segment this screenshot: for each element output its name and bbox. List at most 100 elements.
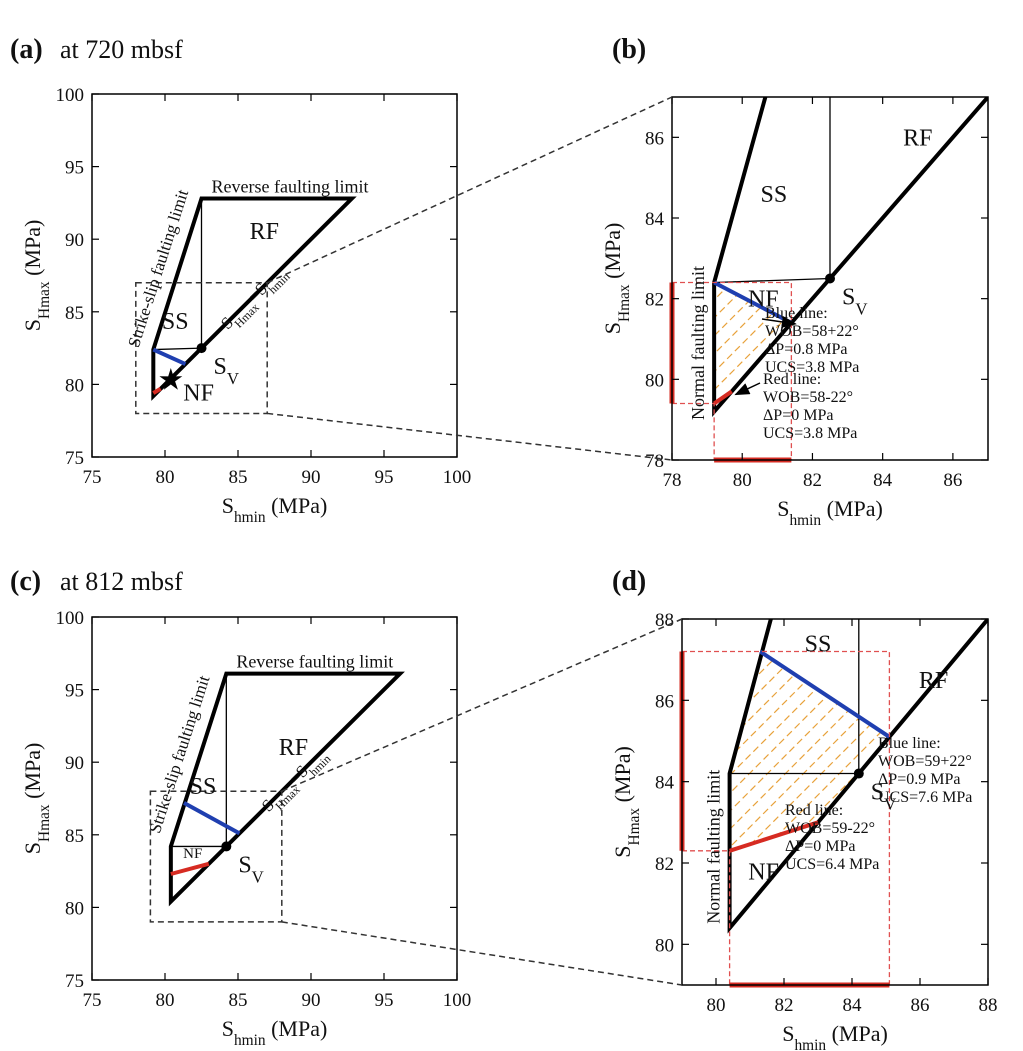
hatch-line xyxy=(714,282,720,404)
panel-b-x-axis-label: Shmin (MPa) xyxy=(777,496,883,529)
panel-b-sv-point xyxy=(825,273,835,284)
panel-a-y-axis-label: SHmax (MPa) xyxy=(20,220,53,332)
hatch-line xyxy=(714,282,792,404)
x-tick-label: 100 xyxy=(443,990,472,1011)
panel-b-frame xyxy=(671,96,989,461)
x-tick-label: 85 xyxy=(229,467,248,488)
panel-b-red-annotation-line: Red line: xyxy=(763,371,821,388)
y-tick-label: 85 xyxy=(65,826,84,847)
panel-b-blue-annotation-line: WOB=58+22° xyxy=(765,323,859,340)
panel-b-normal-limit-label: Normal faulting limit xyxy=(688,266,708,420)
panel-b-red-line xyxy=(712,389,733,406)
hatch-line xyxy=(729,651,890,851)
hatch-line xyxy=(714,282,792,404)
y-tick-label: 82 xyxy=(655,854,674,875)
panel-a-diagonal-label: SHmax=Shmin xyxy=(217,262,293,338)
hatch-line xyxy=(842,97,1023,460)
panel-d-red-annotation-line: WOB=59-22° xyxy=(785,820,875,837)
panel-d-x-axis-label: Shmin (MPa) xyxy=(782,1021,888,1051)
panel-d-blue-annotation-line: ΔP=0.9 MPa xyxy=(878,771,960,788)
y-tick-label: 80 xyxy=(65,375,84,396)
panel-d-red-annotation-line: Red line: xyxy=(785,802,843,819)
x-tick-label: 75 xyxy=(83,467,102,488)
panel-d-stress-polygon xyxy=(727,619,988,934)
panel-b-red-annotation-line: WOB=58-22° xyxy=(763,389,853,406)
panel-c-subtitle: at 812 mbsf xyxy=(60,567,183,596)
hatch-line xyxy=(986,97,1023,460)
y-tick-label: 100 xyxy=(56,85,85,106)
hatch-line xyxy=(1004,97,1023,460)
y-tick-label: 95 xyxy=(65,681,84,702)
connector-a-b-top xyxy=(266,96,673,284)
hatch-line xyxy=(729,651,890,851)
region-label-nf: NF xyxy=(183,846,202,862)
connector-a-b-bottom xyxy=(267,412,673,461)
panel-d-blue-annotation-line: Blue line: xyxy=(878,735,941,752)
panel-a-star-icon xyxy=(159,368,183,390)
y-tick-label: 95 xyxy=(65,158,84,179)
x-tick-label: 82 xyxy=(803,470,822,491)
x-tick-label: 95 xyxy=(375,990,394,1011)
x-tick-label: 85 xyxy=(229,990,248,1011)
y-tick-label: 88 xyxy=(655,610,674,631)
panel-b: 78 80 82 84 86 78 80 82 84 86 Shmin (MPa) SHmax (MP… xyxy=(600,96,1023,529)
panel-d-red-annotation-line: ΔP=0 MPa xyxy=(785,838,855,855)
hatch-line xyxy=(729,651,833,851)
panel-c-strike-limit-label: Strike-slip faulting limit xyxy=(145,673,213,836)
y-tick-label: 80 xyxy=(645,370,664,391)
y-tick-label: 100 xyxy=(56,608,85,629)
panel-b-red-annotation-line: UCS=3.8 MPa xyxy=(763,425,857,442)
panel-c-stress-polygon xyxy=(168,671,405,907)
y-tick-label: 80 xyxy=(655,935,674,956)
panel-a-reverse-limit-label: Reverse faulting limit xyxy=(212,177,369,197)
connector-c-d-bottom xyxy=(281,921,683,986)
hatch-line xyxy=(932,97,1023,460)
x-tick-label: 90 xyxy=(302,467,321,488)
hatch-line xyxy=(729,651,743,851)
y-tick-label: 75 xyxy=(65,971,84,992)
panel-b-blue-annotation-line: Blue line: xyxy=(765,305,828,322)
hatch-line xyxy=(714,282,792,404)
y-tick-label: 82 xyxy=(645,290,664,311)
region-label-rf: RF xyxy=(919,668,948,694)
panel-c-label: (c) xyxy=(10,566,41,597)
panel-a-stress-polygon xyxy=(151,196,357,401)
region-label-rf: RF xyxy=(903,125,932,151)
panel-a: 75 80 85 90 95 100 75 80 85 90 95 100 Shmin (MPa) SHm… xyxy=(20,85,471,526)
hatch-line xyxy=(878,97,1023,460)
panel-c-blue-line xyxy=(183,801,241,836)
hatch-line xyxy=(729,651,851,851)
panel-c-red-line xyxy=(170,861,210,876)
x-tick-label: 80 xyxy=(156,467,175,488)
panel-a-red-line xyxy=(152,387,162,395)
panel-d-window-bottom-left xyxy=(682,850,731,985)
region-label-ss: SS xyxy=(190,774,217,800)
panel-a-blue-line xyxy=(152,347,187,366)
panel-d-sv-label: SV xyxy=(871,780,896,814)
panel-d-blue-annotation-line: UCS=7.6 MPa xyxy=(878,789,972,806)
panel-a-x-axis-label: Shmin (MPa) xyxy=(222,493,328,526)
panel-c-y-axis-label: SHmax (MPa) xyxy=(20,743,53,855)
panel-b-red-annotation-line: ΔP=0 MPa xyxy=(763,407,833,424)
region-label-rf: RF xyxy=(250,219,279,245)
hatch-line xyxy=(970,619,1023,985)
x-tick-label: 100 xyxy=(443,467,472,488)
panel-d-y-axis-label: SHmax (MPa) xyxy=(610,746,643,858)
y-tick-label: 78 xyxy=(645,451,664,472)
panel-d-blue-line xyxy=(759,649,891,739)
y-tick-label: 90 xyxy=(65,230,84,251)
hatch-line xyxy=(1006,619,1023,985)
panel-b-blue-annotation-line: ΔP=0.8 MPa xyxy=(765,341,847,358)
panel-c-zoom-box xyxy=(149,790,283,923)
x-tick-label: 86 xyxy=(911,995,930,1016)
panel-a-zoom-box xyxy=(135,282,268,415)
region-label-ss: SS xyxy=(162,309,189,335)
panel-c: 75 80 85 90 95 100 75 80 85 90 95 100 Shmin (MPa) SHm… xyxy=(20,608,471,1049)
x-tick-label: 78 xyxy=(663,470,682,491)
y-tick-label: 86 xyxy=(645,128,664,149)
panel-c-sv-point xyxy=(221,841,232,852)
hatch-line xyxy=(950,97,1023,460)
hatch-line xyxy=(914,97,1023,460)
panel-c-plot-area xyxy=(149,671,405,923)
